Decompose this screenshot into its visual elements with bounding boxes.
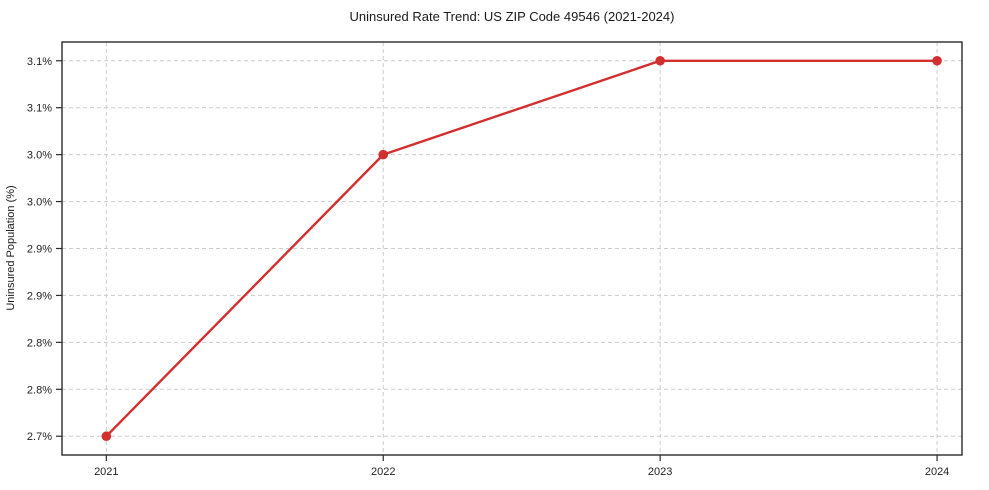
data-point-marker (932, 55, 942, 66)
y-tick-label: 3.0% (27, 150, 52, 162)
axis-ticks (56, 60, 938, 461)
trend-line (105, 59, 939, 438)
y-axis-label: Uninsured Population (%) (5, 185, 17, 310)
data-point-marker (101, 431, 112, 442)
y-tick-label: 2.9% (27, 290, 52, 302)
x-tick-label: 2024 (925, 466, 949, 478)
trend-line-series (101, 55, 942, 442)
gridlines (62, 42, 962, 455)
axis-tick-labels: 2.7% 2.8% 2.8% 2.9% 2.9% 3.0% 3.0% 3.1% 3.1% 2021… (27, 56, 949, 478)
y-tick-label: 3.1% (27, 56, 52, 68)
y-tick-label: 3.0% (27, 197, 52, 209)
y-tick-label: 2.9% (27, 244, 52, 256)
y-tick-label: 3.1% (27, 103, 52, 115)
x-tick-label: 2022 (371, 466, 395, 478)
data-point-marker (378, 149, 389, 160)
x-tick-label: 2021 (94, 466, 118, 478)
data-point-marker (655, 55, 665, 66)
chart-title: Uninsured Rate Trend: US ZIP Code 49546 … (350, 9, 675, 24)
y-tick-label: 2.7% (27, 431, 52, 443)
y-tick-label: 2.8% (27, 337, 52, 349)
y-tick-label: 2.8% (27, 384, 52, 396)
x-tick-label: 2023 (648, 466, 672, 478)
